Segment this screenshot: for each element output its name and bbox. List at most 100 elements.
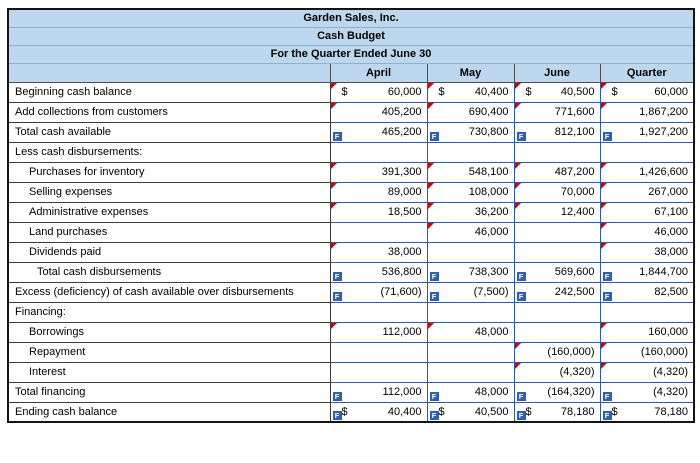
formula-icon: F bbox=[429, 131, 439, 141]
column-header-quarter: Quarter bbox=[599, 62, 695, 83]
report-title-row: Cash Budget bbox=[7, 26, 695, 46]
cell-quarter[interactable]: 1,867,200 bbox=[599, 101, 695, 123]
comment-marker-icon bbox=[600, 162, 607, 169]
cell-april: F 536,800 bbox=[329, 261, 428, 283]
cell-june[interactable] bbox=[513, 241, 601, 263]
cell-value: 569,600 bbox=[554, 266, 595, 278]
cell-april[interactable] bbox=[329, 361, 428, 383]
row-label: Less cash disbursements: bbox=[7, 141, 331, 163]
formula-icon: F bbox=[516, 131, 526, 141]
cell-quarter[interactable]: (160,000) bbox=[599, 341, 695, 363]
cell-value: 242,500 bbox=[554, 286, 595, 298]
cell-april: F (71,600) bbox=[329, 281, 428, 303]
cell-may: F 48,000 bbox=[426, 381, 515, 403]
row-label: Ending cash balance bbox=[7, 401, 331, 423]
report-period: For the Quarter Ended June 30 bbox=[7, 44, 695, 64]
cell-quarter[interactable] bbox=[599, 301, 695, 323]
cell-april[interactable]: 18,500 bbox=[329, 201, 428, 223]
comment-marker-icon bbox=[514, 102, 521, 109]
table-row: Interest (4,320) (4,320) bbox=[7, 361, 695, 383]
cell-value: 812,100 bbox=[554, 126, 595, 138]
cell-quarter[interactable]: 160,000 bbox=[599, 321, 695, 343]
row-label: Administrative expenses bbox=[7, 201, 331, 223]
cell-april[interactable] bbox=[329, 221, 428, 243]
table-row: Selling expenses 89,000 108,000 70,000 267,0… bbox=[7, 181, 695, 203]
cell-june[interactable]: (160,000) bbox=[513, 341, 601, 363]
cell-june[interactable]: 771,600 bbox=[513, 101, 601, 123]
cell-quarter[interactable]: 1,426,600 bbox=[599, 161, 695, 183]
cell-may[interactable] bbox=[426, 241, 515, 263]
cell-quarter[interactable]: 67,100 bbox=[599, 201, 695, 223]
cell-quarter[interactable]: $60,000 bbox=[599, 81, 695, 103]
row-label: Total cash disbursements bbox=[7, 261, 331, 283]
row-label: Borrowings bbox=[7, 321, 331, 343]
cell-may[interactable] bbox=[426, 141, 515, 163]
formula-icon: F bbox=[516, 291, 526, 301]
cell-may[interactable] bbox=[426, 361, 515, 383]
report-title: Cash Budget bbox=[7, 26, 695, 46]
cell-value: (164,320) bbox=[547, 386, 595, 398]
cell-june[interactable] bbox=[513, 301, 601, 323]
cell-june[interactable]: 70,000 bbox=[513, 181, 601, 203]
formula-icon: F bbox=[332, 271, 342, 281]
currency-symbol: $ bbox=[341, 86, 348, 98]
cell-april[interactable]: 112,000 bbox=[329, 321, 428, 343]
cell-may[interactable]: 36,200 bbox=[426, 201, 515, 223]
comment-marker-icon bbox=[600, 322, 607, 329]
table-row: Less cash disbursements: bbox=[7, 141, 695, 163]
cell-june[interactable]: 12,400 bbox=[513, 201, 601, 223]
cell-quarter[interactable]: 46,000 bbox=[599, 221, 695, 243]
cell-value: 38,000 bbox=[387, 246, 422, 258]
table-row: Total cash disbursements F 536,800 F 738,300… bbox=[7, 261, 695, 283]
cell-quarter[interactable]: 267,000 bbox=[599, 181, 695, 203]
cell-may[interactable]: 46,000 bbox=[426, 221, 515, 243]
cell-june: F (164,320) bbox=[513, 381, 601, 403]
report-period-row: For the Quarter Ended June 30 bbox=[7, 44, 695, 64]
cell-june[interactable] bbox=[513, 221, 601, 243]
cell-may[interactable]: $40,400 bbox=[426, 81, 515, 103]
cell-june[interactable] bbox=[513, 321, 601, 343]
comment-marker-icon bbox=[427, 202, 434, 209]
cell-april[interactable]: 391,300 bbox=[329, 161, 428, 183]
cell-quarter[interactable]: 38,000 bbox=[599, 241, 695, 263]
cell-may[interactable] bbox=[426, 301, 515, 323]
cell-may[interactable]: 690,400 bbox=[426, 101, 515, 123]
cell-value: 18,500 bbox=[387, 206, 422, 218]
cell-april[interactable] bbox=[329, 341, 428, 363]
table-row: Excess (deficiency) of cash available ov… bbox=[7, 281, 695, 303]
cell-value: 391,300 bbox=[381, 166, 422, 178]
cell-value: 730,800 bbox=[468, 126, 509, 138]
column-header-row: April May June Quarter bbox=[7, 62, 695, 83]
row-label: Total financing bbox=[7, 381, 331, 403]
cell-june[interactable]: (4,320) bbox=[513, 361, 601, 383]
cell-june[interactable]: 487,200 bbox=[513, 161, 601, 183]
cell-april[interactable]: 38,000 bbox=[329, 241, 428, 263]
table-row: Borrowings 112,000 48,000 160,000 bbox=[7, 321, 695, 343]
comment-marker-icon bbox=[427, 182, 434, 189]
cell-quarter[interactable]: (4,320) bbox=[599, 361, 695, 383]
cell-value: 405,200 bbox=[381, 106, 422, 118]
cell-value: (7,500) bbox=[473, 286, 509, 298]
cell-june[interactable] bbox=[513, 141, 601, 163]
cell-april[interactable]: 405,200 bbox=[329, 101, 428, 123]
cell-value: 487,200 bbox=[554, 166, 595, 178]
comment-marker-icon bbox=[600, 82, 607, 89]
cell-quarter[interactable] bbox=[599, 141, 695, 163]
cell-april[interactable] bbox=[329, 141, 428, 163]
cell-may[interactable]: 48,000 bbox=[426, 321, 515, 343]
table-row: Total financing F 112,000 F 48,000 F (164,320)… bbox=[7, 381, 695, 403]
cell-april[interactable]: 89,000 bbox=[329, 181, 428, 203]
cash-budget-worksheet: Garden Sales, Inc. Cash Budget For the Q… bbox=[7, 8, 695, 423]
cell-value: 108,000 bbox=[468, 186, 509, 198]
cell-june[interactable]: $40,500 bbox=[513, 81, 601, 103]
cell-may[interactable] bbox=[426, 341, 515, 363]
cell-may[interactable]: 548,100 bbox=[426, 161, 515, 183]
cell-april[interactable]: $60,000 bbox=[329, 81, 428, 103]
cell-april[interactable] bbox=[329, 301, 428, 323]
cell-value: 36,200 bbox=[474, 206, 509, 218]
comment-marker-icon bbox=[330, 242, 337, 249]
cell-may[interactable]: 108,000 bbox=[426, 181, 515, 203]
table-row: Ending cash balance F $40,400 F $40,500 F $78,… bbox=[7, 401, 695, 423]
formula-icon: F bbox=[602, 291, 612, 301]
cell-value: 112,000 bbox=[382, 326, 422, 338]
